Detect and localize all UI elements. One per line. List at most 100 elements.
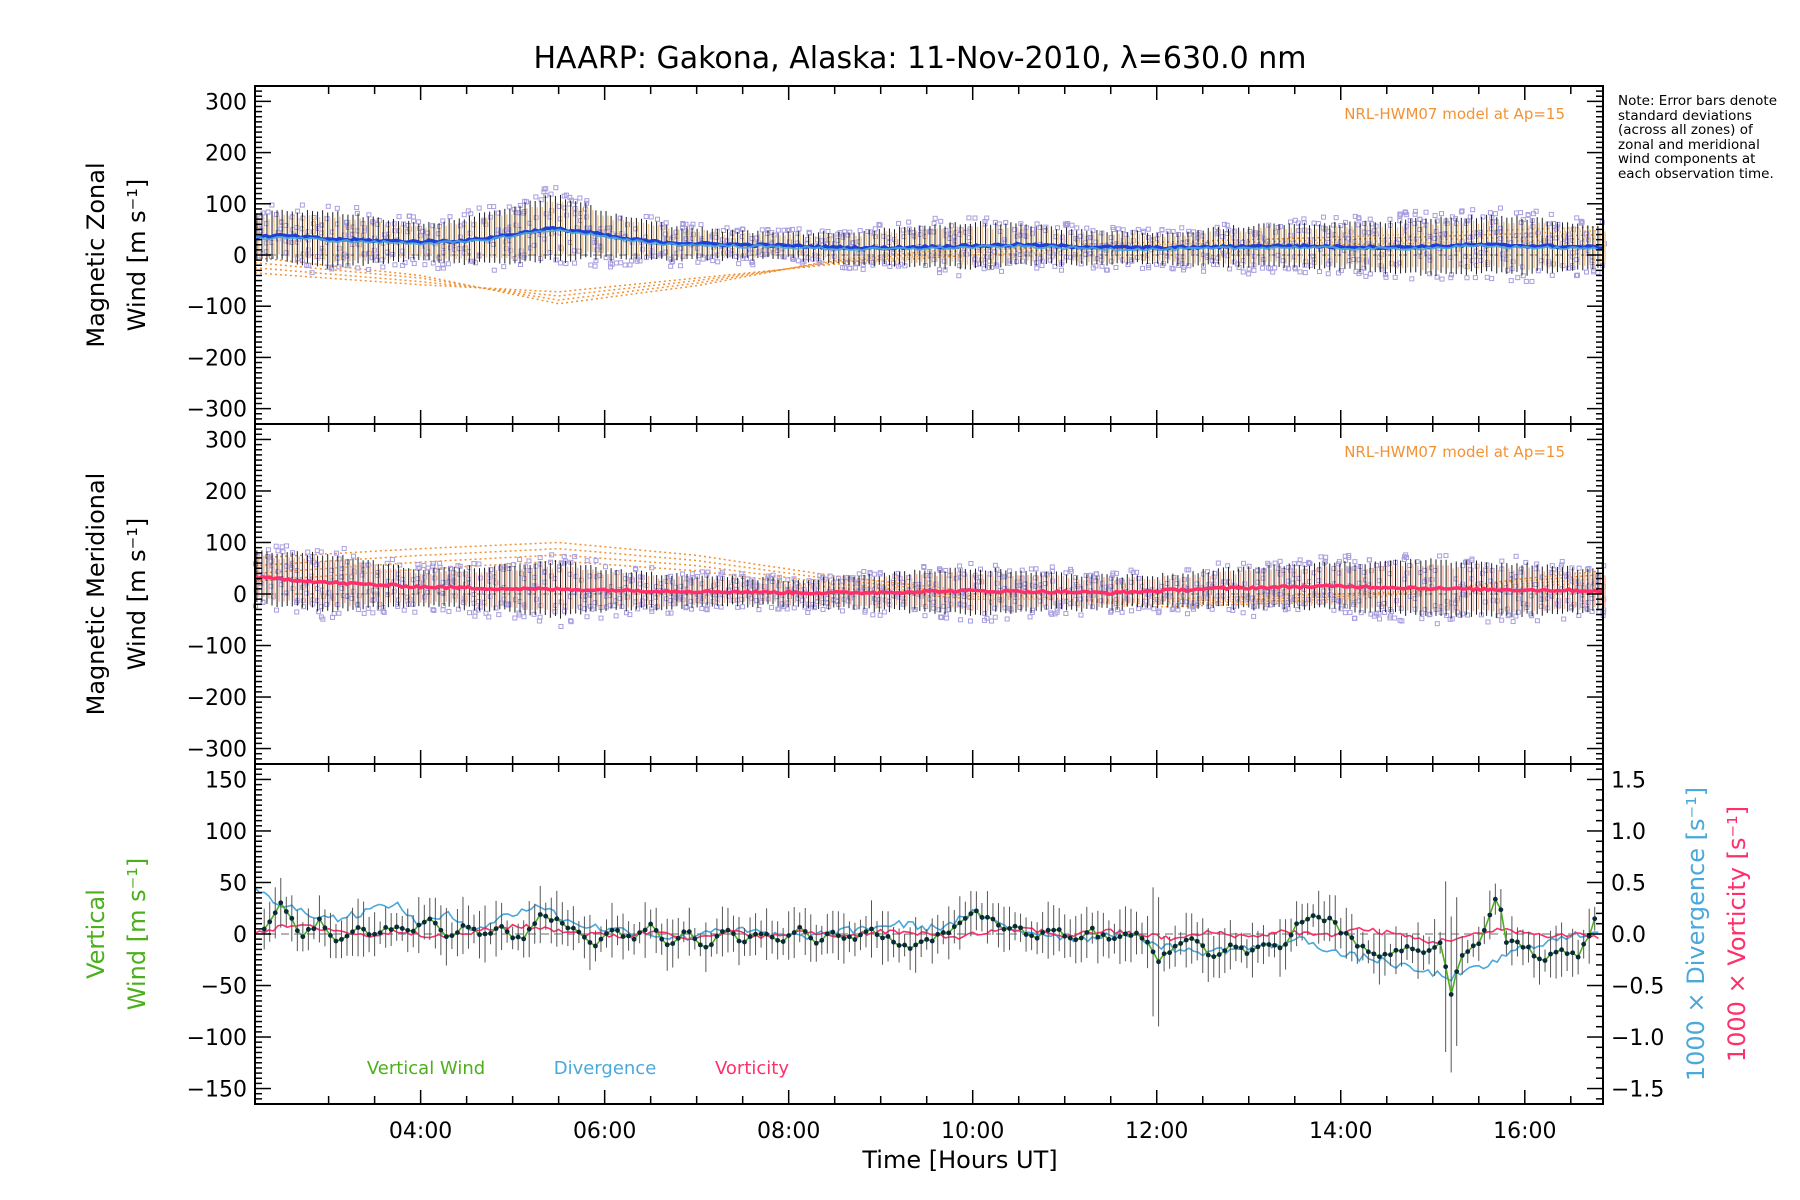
zone-point [1529,278,1535,284]
zone-point [1358,589,1364,595]
zone-point [1072,252,1078,258]
zone-point [1022,581,1028,587]
zone-point [1146,604,1152,610]
zone-point [508,248,514,254]
zone-point [1123,232,1129,238]
zone-point [931,605,937,611]
zone-point [366,212,372,218]
zone-point [683,605,689,611]
zone-point [938,615,944,621]
zone-point [786,239,792,245]
y-tick-label: −100 [187,635,247,660]
zone-point [622,262,628,268]
zone-point [1019,575,1025,581]
zone-point [1492,211,1498,217]
zone-point [748,595,754,601]
zone-point [1397,218,1403,224]
zone-point [1022,584,1028,590]
zone-point [1145,226,1151,232]
zone-point [1443,553,1449,559]
vertical-wind-point [1498,907,1504,913]
zone-point [979,579,985,585]
x-tick-label: 14:00 [1309,1119,1372,1144]
vertical-wind-point [339,936,344,942]
zone-point [1523,232,1529,238]
zone-point [999,268,1005,274]
y-tick-label: 300 [205,428,247,453]
vertical-wind-point [797,924,803,930]
zone-point [268,558,274,564]
vertical-wind-point [421,919,427,925]
y-tick-label: −150 [187,1078,247,1103]
vertical-wind-point [1056,927,1062,932]
zone-point [336,264,342,270]
zone-point [380,264,386,270]
zone-point [1464,275,1470,281]
zone-point [1465,612,1471,618]
zone-point [592,263,598,269]
vertical-wind-point [1432,945,1438,950]
zone-point [790,254,796,260]
y2-tick-label: 1.5 [1611,768,1646,793]
zone-point [538,255,544,261]
zone-point [1029,582,1035,588]
zone-point [567,571,573,577]
zone-point [1514,210,1520,216]
zone-point [564,212,570,218]
zone-point [437,564,443,570]
zone-point [1083,252,1089,258]
zone-point [1320,599,1326,605]
vertical-wind-point [1078,935,1084,941]
zone-point [834,599,840,605]
zone-point [440,607,446,613]
zone-point [1174,581,1180,587]
zone-point [1141,255,1147,261]
zone-point [1063,570,1069,576]
zone-point [295,208,301,214]
vertical-wind-point [896,943,902,948]
zone-point [477,604,483,610]
zone-point [840,608,846,614]
zone-point [582,606,588,612]
zone-point [1381,600,1387,606]
zone-point [1259,265,1265,271]
zone-point [655,216,661,222]
zone-point [274,607,280,613]
zone-point [542,236,548,242]
zone-point [1427,254,1433,260]
zone-point [533,194,539,200]
zone-point [1227,266,1233,272]
zone-point [617,215,623,221]
y-tick-label: 200 [205,480,247,505]
zone-point [663,249,669,255]
zone-point [446,608,452,614]
vertical-wind-point [780,939,786,944]
zone-point [1206,604,1212,610]
vertical-wind-point [786,933,792,938]
vertical-wind-point [1062,933,1068,939]
zone-point [791,605,797,611]
zone-point [572,554,578,560]
zone-point [1019,567,1025,573]
zone-point [872,596,878,602]
vertical-wind-point [1200,943,1206,949]
vertical-wind-point [775,937,781,943]
zone-point [713,603,719,609]
vertical-wind-point [267,919,273,925]
zone-point [437,560,443,566]
zone-point [1470,233,1476,239]
zone-point [321,594,327,600]
zone-point [1513,574,1519,580]
vertical-wind-point [1476,941,1482,947]
zone-point [943,611,949,617]
zone-point [918,225,924,231]
zone-point [1034,265,1040,271]
zone-point [896,263,902,269]
zone-point [1007,260,1013,266]
zone-point [397,562,403,568]
zone-point [1459,591,1465,597]
vertical-wind-point [455,930,460,936]
zone-point [739,571,745,577]
vertical-wind-point [996,922,1001,928]
zone-point [989,264,995,270]
